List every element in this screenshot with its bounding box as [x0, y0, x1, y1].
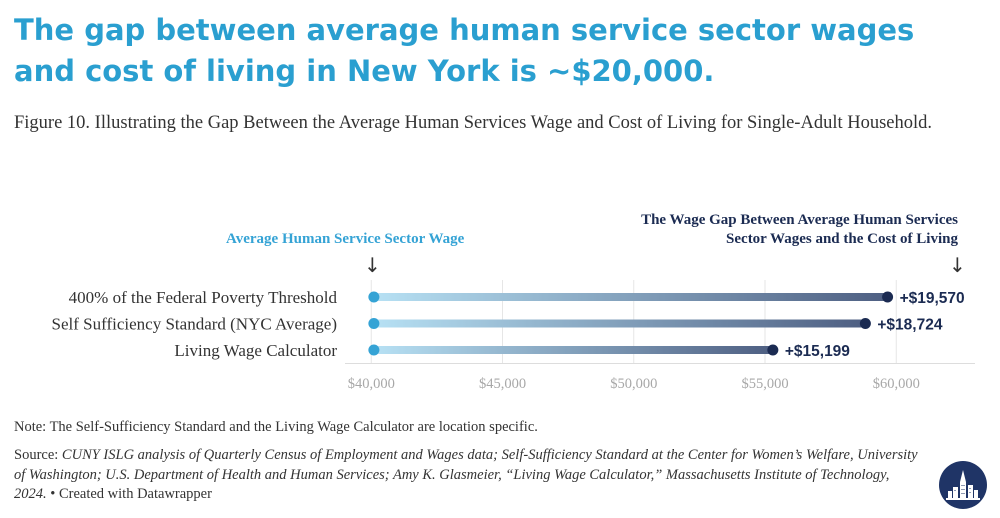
end-dot — [767, 344, 779, 356]
range-dot-chart: 400% of the Federal Poverty Threshold +$1… — [52, 280, 975, 392]
category-label: Self Sufficiency Standard (NYC Average) — [52, 315, 337, 334]
x-tick-label: $60,000 — [873, 376, 920, 392]
start-dot — [368, 291, 380, 303]
source-citations: CUNY ISLG analysis of Quarterly Census o… — [14, 447, 918, 502]
arrow-down-icon: ↓ — [364, 253, 381, 277]
x-tick-label: $40,000 — [348, 376, 395, 392]
x-tick-label: $50,000 — [610, 376, 657, 392]
start-dot — [368, 344, 380, 356]
gap-value-label: +$18,724 — [877, 317, 942, 334]
end-dot — [859, 318, 871, 329]
end-dot — [882, 291, 894, 303]
x-tick-label: $55,000 — [741, 376, 788, 392]
chart-subtitle: Figure 10. Illustrating the Gap Between … — [14, 113, 933, 133]
gap-bar — [373, 293, 888, 301]
arrow-down-icon: ↓ — [949, 253, 966, 277]
gap-bar — [373, 319, 866, 328]
category-label: Living Wage Calculator — [174, 341, 337, 360]
callout-average-wage: Average Human Service Sector Wage — [226, 231, 465, 247]
callout-wage-gap: The Wage Gap Between Average Human Servi… — [641, 211, 958, 249]
chart-note: Note: The Self-Sufficiency Standard and … — [14, 419, 538, 435]
gap-bar — [373, 346, 773, 354]
gap-value-label: +$15,199 — [785, 343, 850, 360]
callout-wage-gap-line1: The Wage Gap Between Average Human Servi… — [641, 212, 958, 228]
gap-value-label: +$19,570 — [900, 290, 965, 307]
chart-title: The gap between average human service se… — [14, 13, 915, 88]
source-credit: • Created with Datawrapper — [46, 486, 212, 502]
category-label: 400% of the Federal Poverty Threshold — [69, 288, 338, 307]
callout-wage-gap-line2: Sector Wages and the Cost of Living — [726, 231, 958, 247]
x-tick-label: $45,000 — [479, 376, 526, 392]
source-prefix: Source: — [14, 447, 62, 463]
city-skyline-icon — [939, 461, 987, 509]
chart-source: Source: CUNY ISLG analysis of Quarterly … — [14, 446, 924, 505]
start-dot — [368, 318, 380, 329]
